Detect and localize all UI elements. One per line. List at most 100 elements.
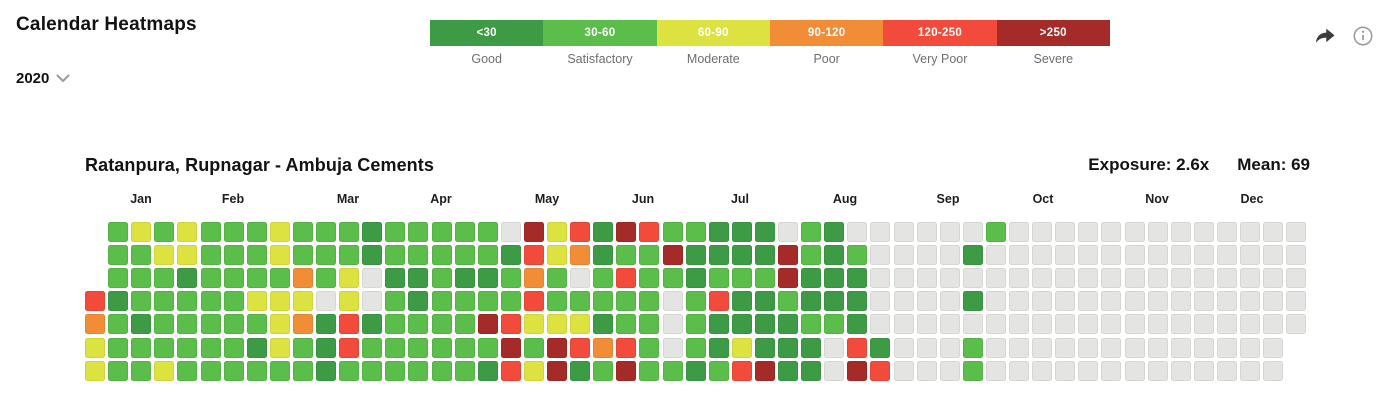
heatmap-cell[interactable] [639, 360, 660, 381]
heatmap-cell[interactable] [639, 291, 660, 312]
heatmap-cell[interactable] [1193, 222, 1214, 242]
heatmap-cell[interactable] [547, 268, 567, 289]
heatmap-cell[interactable] [154, 360, 175, 381]
heatmap-cell[interactable] [523, 337, 544, 358]
heatmap-cell[interactable] [454, 268, 475, 289]
heatmap-cell[interactable] [801, 360, 822, 381]
heatmap-cell[interactable] [893, 337, 914, 358]
heatmap-cell[interactable] [385, 268, 406, 289]
heatmap-cell[interactable] [1009, 360, 1029, 381]
heatmap-cell[interactable] [85, 360, 105, 381]
share-icon[interactable] [1312, 23, 1338, 49]
heatmap-cell[interactable] [454, 222, 475, 242]
heatmap-cell[interactable] [893, 222, 914, 242]
heatmap-cell[interactable] [131, 314, 152, 335]
heatmap-cell[interactable] [131, 360, 152, 381]
heatmap-cell[interactable] [316, 245, 336, 266]
heatmap-cell[interactable] [893, 245, 914, 266]
heatmap-cell[interactable] [1147, 360, 1168, 381]
heatmap-cell[interactable] [916, 360, 937, 381]
heatmap-cell[interactable] [1216, 291, 1237, 312]
heatmap-cell[interactable] [1032, 268, 1053, 289]
heatmap-cell[interactable] [339, 245, 360, 266]
heatmap-cell[interactable] [316, 314, 336, 335]
heatmap-cell[interactable] [708, 291, 729, 312]
heatmap-cell[interactable] [523, 245, 544, 266]
heatmap-cell[interactable] [870, 337, 891, 358]
heatmap-cell[interactable] [616, 222, 637, 242]
heatmap-cell[interactable] [778, 245, 798, 266]
heatmap-cell[interactable] [1124, 222, 1145, 242]
heatmap-cell[interactable] [431, 245, 452, 266]
heatmap-cell[interactable] [477, 222, 498, 242]
heatmap-cell[interactable] [200, 337, 221, 358]
heatmap-cell[interactable] [662, 245, 683, 266]
heatmap-cell[interactable] [916, 245, 937, 266]
heatmap-cell[interactable] [731, 222, 752, 242]
heatmap-cell[interactable] [131, 337, 152, 358]
heatmap-cell[interactable] [731, 291, 752, 312]
heatmap-cell[interactable] [801, 268, 822, 289]
heatmap-cell[interactable] [500, 245, 521, 266]
heatmap-cell[interactable] [939, 222, 960, 242]
heatmap-cell[interactable] [339, 268, 360, 289]
heatmap-cell[interactable] [385, 291, 406, 312]
heatmap-cell[interactable] [269, 314, 290, 335]
heatmap-cell[interactable] [570, 337, 591, 358]
heatmap-cell[interactable] [1055, 268, 1076, 289]
heatmap-cell[interactable] [431, 337, 452, 358]
heatmap-cell[interactable] [1124, 245, 1145, 266]
heatmap-cell[interactable] [362, 360, 383, 381]
heatmap-cell[interactable] [1263, 222, 1284, 242]
info-icon[interactable] [1350, 23, 1376, 49]
heatmap-cell[interactable] [431, 314, 452, 335]
heatmap-cell[interactable] [962, 268, 983, 289]
heatmap-cell[interactable] [1240, 314, 1260, 335]
heatmap-cell[interactable] [246, 245, 267, 266]
heatmap-cell[interactable] [1032, 360, 1053, 381]
heatmap-cell[interactable] [408, 268, 429, 289]
heatmap-cell[interactable] [246, 222, 267, 242]
heatmap-cell[interactable] [985, 360, 1006, 381]
heatmap-cell[interactable] [824, 291, 845, 312]
heatmap-cell[interactable] [801, 337, 822, 358]
heatmap-cell[interactable] [616, 245, 637, 266]
heatmap-cell[interactable] [1170, 360, 1191, 381]
heatmap-cell[interactable] [408, 360, 429, 381]
heatmap-cell[interactable] [292, 245, 313, 266]
heatmap-cell[interactable] [870, 245, 891, 266]
heatmap-cell[interactable] [778, 360, 798, 381]
heatmap-cell[interactable] [754, 337, 775, 358]
heatmap-cell[interactable] [477, 245, 498, 266]
heatmap-cell[interactable] [385, 360, 406, 381]
heatmap-cell[interactable] [1032, 291, 1053, 312]
heatmap-cell[interactable] [639, 222, 660, 242]
heatmap-cell[interactable] [1009, 314, 1029, 335]
heatmap-cell[interactable] [824, 222, 845, 242]
heatmap-cell[interactable] [593, 268, 614, 289]
heatmap-cell[interactable] [200, 268, 221, 289]
heatmap-cell[interactable] [223, 360, 244, 381]
heatmap-cell[interactable] [547, 360, 567, 381]
heatmap-cell[interactable] [778, 291, 798, 312]
heatmap-cell[interactable] [454, 314, 475, 335]
heatmap-cell[interactable] [362, 314, 383, 335]
heatmap-cell[interactable] [547, 337, 567, 358]
heatmap-cell[interactable] [893, 291, 914, 312]
heatmap-cell[interactable] [1193, 268, 1214, 289]
heatmap-cell[interactable] [454, 337, 475, 358]
heatmap-cell[interactable] [246, 268, 267, 289]
heatmap-cell[interactable] [1193, 314, 1214, 335]
heatmap-cell[interactable] [339, 337, 360, 358]
heatmap-cell[interactable] [731, 268, 752, 289]
heatmap-cell[interactable] [1170, 314, 1191, 335]
heatmap-cell[interactable] [1124, 268, 1145, 289]
heatmap-cell[interactable] [362, 337, 383, 358]
heatmap-cell[interactable] [662, 337, 683, 358]
heatmap-cell[interactable] [500, 360, 521, 381]
heatmap-cell[interactable] [292, 222, 313, 242]
heatmap-cell[interactable] [1193, 245, 1214, 266]
heatmap-cell[interactable] [801, 222, 822, 242]
heatmap-cell[interactable] [1078, 222, 1099, 242]
heatmap-cell[interactable] [1263, 314, 1284, 335]
